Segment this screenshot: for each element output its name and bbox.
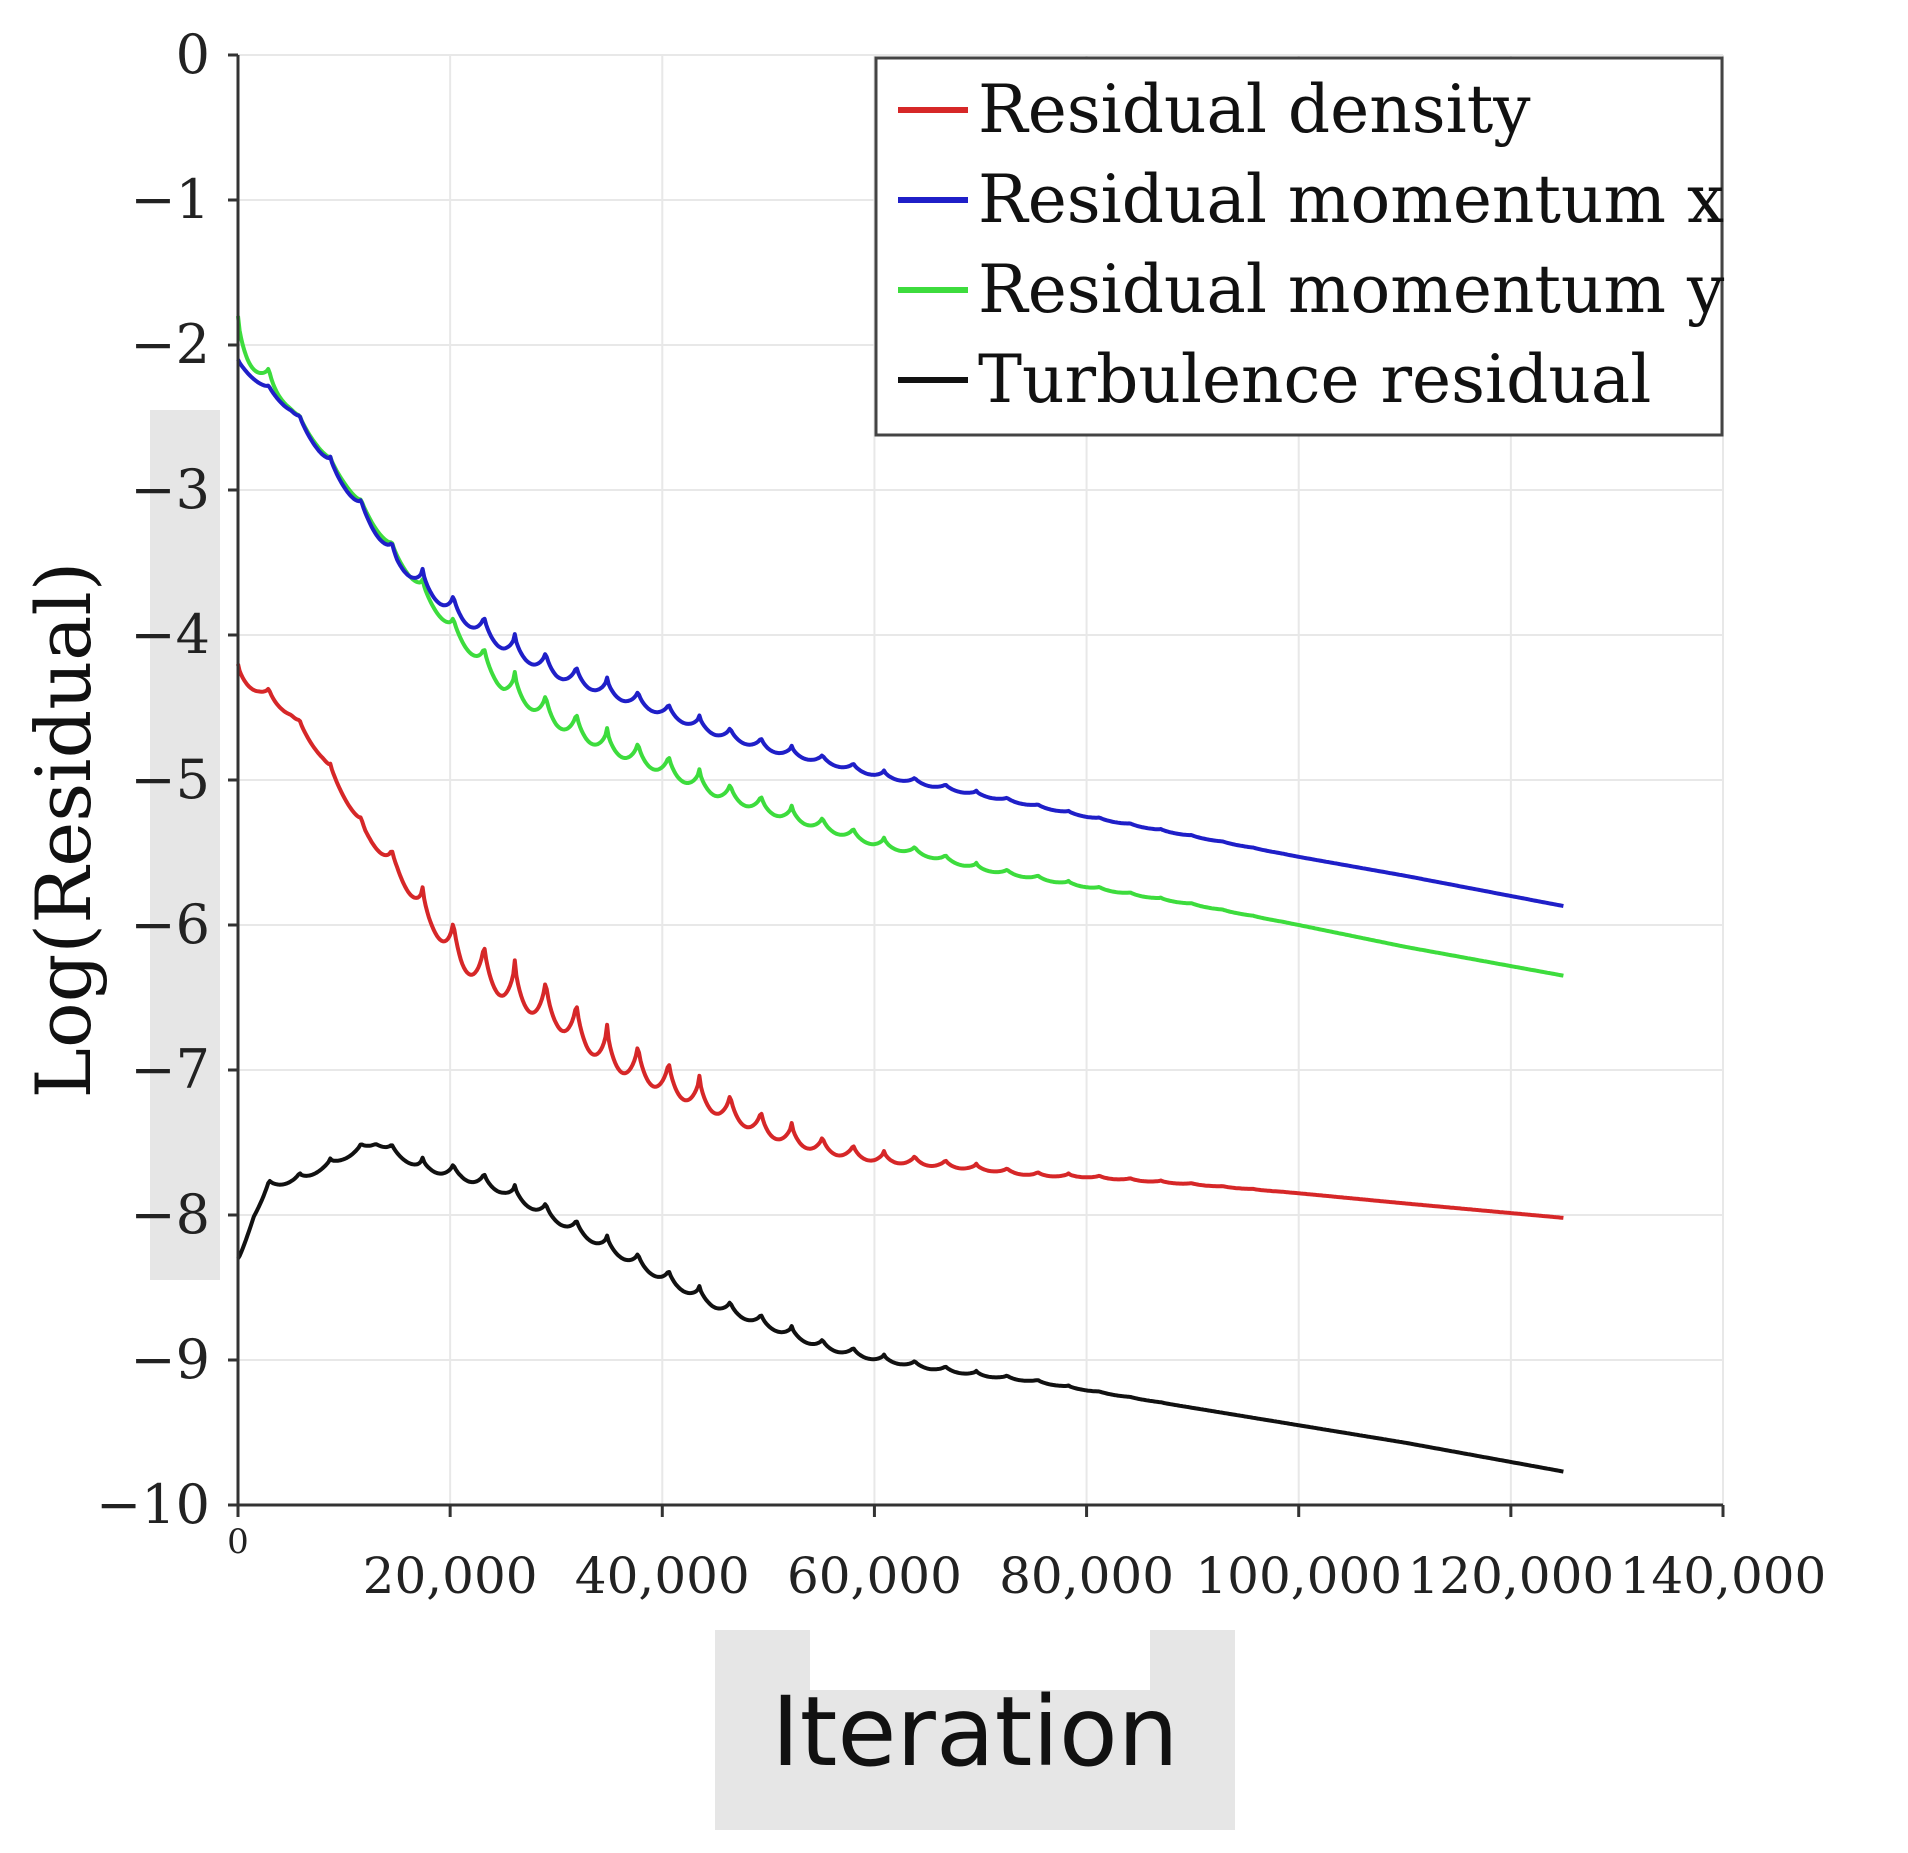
x-tick-label: 60,000 — [787, 1547, 962, 1605]
legend: Residual density Residual momentum x Resid… — [874, 56, 1725, 437]
y-tick-label: −5 — [130, 748, 210, 811]
y-tick-label: −10 — [96, 1473, 210, 1536]
y-tick-label: −6 — [130, 893, 210, 956]
x-tick-label: 80,000 — [999, 1547, 1174, 1605]
series-line — [236, 1142, 1564, 1474]
legend-box — [874, 56, 1724, 437]
y-tick-label: 0 — [176, 23, 210, 86]
legend-label: Residual momentum x — [978, 161, 1724, 238]
series-line — [236, 315, 1564, 978]
ylabel-backdrop — [150, 410, 220, 1280]
x-tick-label: 20,000 — [363, 1547, 538, 1605]
series-line — [236, 663, 1564, 1220]
x-tick-label: 120,000 — [1407, 1547, 1614, 1605]
x-ticks: 0 20,000 40,000 60,000 80,000 100,000 120,000 1… — [227, 1505, 1826, 1605]
x-tick-label: 0 — [227, 1522, 249, 1562]
y-tick-label: −7 — [130, 1038, 210, 1101]
legend-label: Residual density — [978, 71, 1531, 148]
y-axis-label: Log(Residual) — [19, 562, 108, 1099]
y-tick-label: −4 — [130, 603, 210, 666]
y-tick-label: −8 — [130, 1183, 210, 1246]
series-line — [236, 358, 1564, 908]
series-layer — [236, 315, 1564, 1474]
legend-label: Residual momentum y — [978, 251, 1725, 328]
x-axis-label: Iteration — [771, 1676, 1178, 1788]
y-tick-label: −9 — [130, 1328, 210, 1391]
y-tick-label: −2 — [130, 313, 210, 376]
x-tick-label: 40,000 — [575, 1547, 750, 1605]
xlabel-backdrop-notch — [810, 1630, 1150, 1690]
y-ticks: 0 −1 −2 −3 −4 −5 −6 −7 −8 −9 −10 — [96, 23, 238, 1536]
x-tick-label: 140,000 — [1620, 1547, 1827, 1605]
x-tick-label: 100,000 — [1195, 1547, 1402, 1605]
legend-label: Turbulence residual — [978, 341, 1651, 418]
y-tick-label: −1 — [130, 168, 210, 231]
y-tick-label: −3 — [130, 458, 210, 521]
